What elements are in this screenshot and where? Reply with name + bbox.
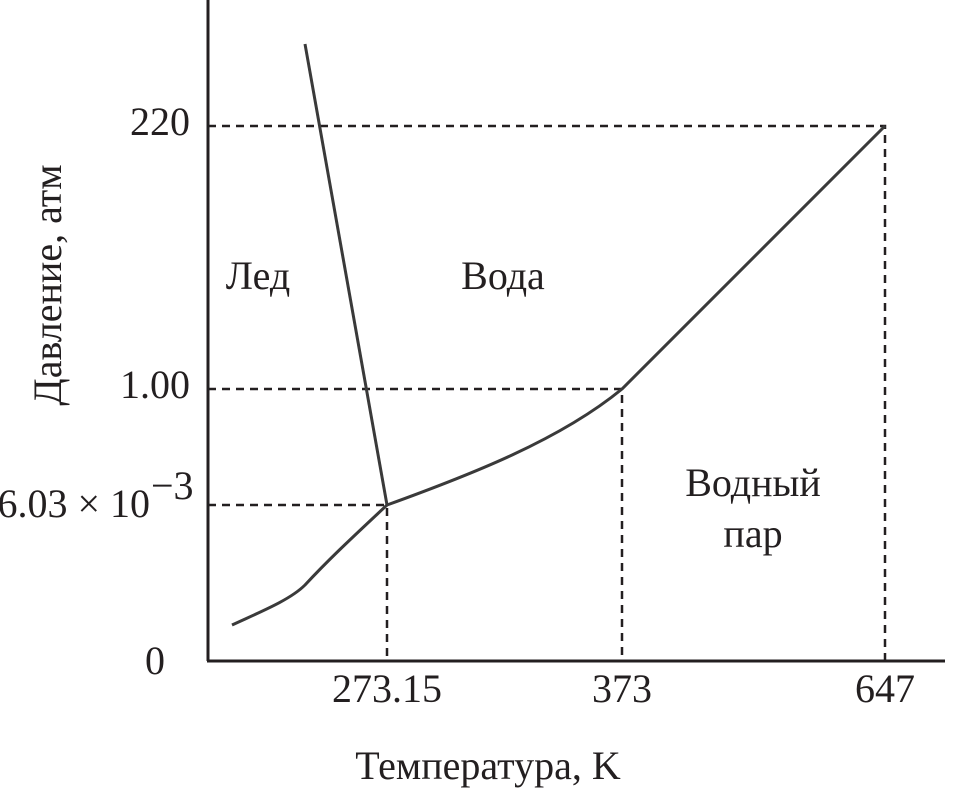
x-tick-label: 273.15 xyxy=(332,666,442,711)
x-axis-title: Температура, K xyxy=(355,743,621,788)
region-label: Водный xyxy=(685,460,821,505)
y-tick-label: 220 xyxy=(130,99,190,144)
x-tick-label: 647 xyxy=(855,666,915,711)
region-label: Вода xyxy=(461,253,545,298)
y-tick-label: 6.03 × 10 xyxy=(0,481,150,526)
melting-curve xyxy=(303,43,389,506)
y-tick-exponent: −3 xyxy=(151,463,194,508)
sublimation-curve xyxy=(231,503,389,627)
region-label: Лед xyxy=(226,253,290,298)
vaporization-curve xyxy=(386,124,887,507)
region-label: пар xyxy=(723,511,782,556)
x-tick-label: 373 xyxy=(592,666,652,711)
y-tick-label: 0 xyxy=(145,638,165,683)
y-tick-label: 1.00 xyxy=(120,362,190,407)
y-axis-title: Давление, атм xyxy=(25,164,70,405)
